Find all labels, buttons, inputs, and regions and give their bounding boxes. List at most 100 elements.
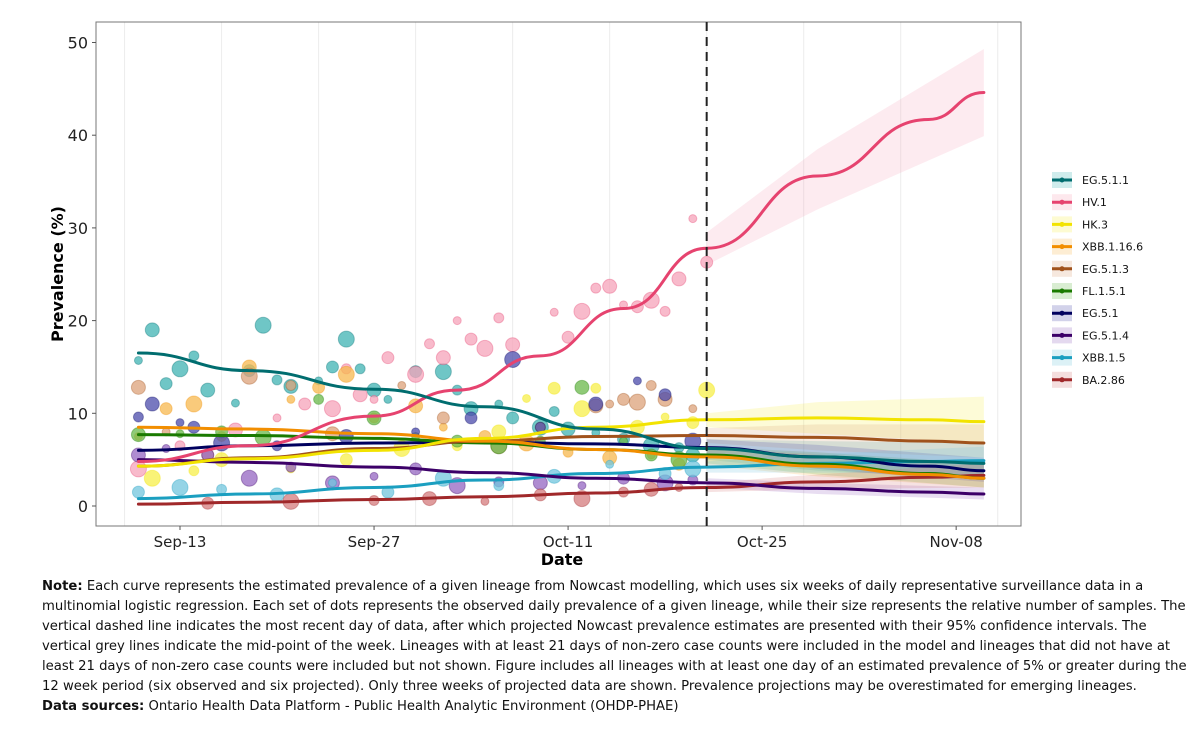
data-point (605, 459, 615, 469)
prevalence-chart: 0 10 20 30 40 50 Sep-13 Sep-27 Oct-11 Oct-25 Nov-… (48, 21, 1143, 569)
y-tick-label: 30 (68, 219, 88, 238)
data-point (423, 338, 435, 350)
data-point (549, 307, 559, 317)
data-point (645, 379, 657, 391)
data-point (240, 367, 258, 385)
data-point (617, 392, 631, 406)
data-point (369, 471, 379, 481)
legend-key-dot (1059, 377, 1065, 383)
data-point (590, 282, 602, 294)
data-point (688, 214, 698, 224)
x-axis-title: Date (541, 550, 584, 569)
legend-key-dot (1059, 221, 1065, 227)
data-point (240, 469, 258, 487)
data-point (505, 337, 521, 353)
data-point (354, 363, 366, 375)
data-point (271, 374, 283, 386)
data-point (131, 485, 145, 499)
curve-xbb-1-5 (136, 459, 986, 501)
data-point (506, 411, 520, 425)
legend-item: EG.5.1.3 (1052, 260, 1129, 277)
legend-item: XBB.1.5 (1052, 349, 1126, 366)
data-point (573, 400, 591, 418)
data-point (561, 330, 575, 344)
legend-label: FL.1.5.1 (1082, 285, 1126, 298)
data-point (480, 496, 490, 506)
data-point (493, 312, 505, 324)
legend-key-dot (1059, 177, 1065, 183)
data-point (588, 396, 604, 412)
data-point (337, 330, 355, 348)
x-tick-label: Sep-13 (154, 533, 207, 551)
data-sources-text: Ontario Health Data Platform - Public He… (144, 699, 679, 714)
data-point (130, 379, 146, 395)
data-point (159, 402, 173, 416)
legend-label: EG.5.1.4 (1082, 329, 1129, 342)
x-tick-label: Oct-25 (737, 533, 787, 551)
data-point (628, 393, 646, 411)
data-point (397, 380, 407, 390)
legend: EG.5.1.1 HV.1 HK.3 XBB.1.16.6 EG.5.1.3 FL.1.5… (1052, 172, 1143, 388)
data-point (327, 478, 337, 488)
legend-key-dot (1059, 288, 1065, 294)
data-point (632, 376, 642, 386)
data-point (435, 350, 451, 366)
y-tick-label: 10 (68, 404, 88, 423)
legend-key-dot (1059, 244, 1065, 250)
data-point (642, 291, 660, 309)
data-point (286, 394, 296, 404)
legend-key-dot (1059, 266, 1065, 272)
legend-label: BA.2.86 (1082, 374, 1125, 387)
data-point (464, 411, 478, 425)
data-point (658, 388, 672, 402)
y-axis-title: Prevalence (%) (48, 206, 67, 342)
x-axis: Sep-13 Sep-27 Oct-11 Oct-25 Nov-08 (154, 526, 983, 551)
confidence-intervals (124, 22, 999, 526)
data-point (144, 322, 160, 338)
data-point (337, 365, 355, 383)
data-point (254, 316, 272, 334)
data-point (688, 404, 698, 414)
legend-item: FL.1.5.1 (1052, 283, 1126, 299)
data-point (285, 379, 297, 391)
data-point (577, 481, 587, 491)
x-tick-label: Nov-08 (929, 533, 982, 551)
data-point (573, 302, 591, 320)
legend-item: HK.3 (1052, 216, 1108, 233)
data-point (436, 411, 450, 425)
data-sources-label: Data sources: (42, 699, 145, 714)
data-point (254, 428, 272, 446)
data-point (686, 416, 700, 430)
data-point (574, 379, 590, 395)
legend-label: XBB.1.5 (1082, 352, 1126, 365)
data-point (383, 394, 393, 404)
ci-band-eg-5-1-3 (706, 424, 984, 458)
data-point (188, 465, 200, 477)
data-point (476, 339, 494, 357)
data-point (381, 351, 395, 365)
data-point (464, 332, 478, 346)
curve-eg-5-1 (136, 440, 986, 473)
legend-label: XBB.1.16.6 (1082, 241, 1143, 254)
data-point (171, 478, 189, 496)
observed-points (129, 214, 716, 510)
curve-xbb-1-16-6 (136, 425, 986, 480)
plot-border (95, 21, 1022, 527)
data-point (590, 382, 602, 394)
data-point (175, 418, 185, 428)
legend-key-dot (1059, 332, 1065, 338)
curve-hv-1 (136, 91, 986, 464)
data-point (547, 381, 561, 395)
nowcast-curves (136, 91, 986, 506)
data-point (369, 394, 379, 404)
legend-item: EG.5.1.1 (1052, 172, 1129, 188)
data-point (298, 397, 312, 411)
legend-label: HK.3 (1082, 218, 1108, 231)
legend-label: HV.1 (1082, 196, 1107, 209)
data-point (159, 377, 173, 391)
data-point (200, 382, 216, 398)
legend-item: EG.5.1.4 (1052, 327, 1129, 344)
note-text: Each curve represents the estimated prev… (42, 579, 1187, 694)
y-tick-label: 50 (68, 34, 88, 53)
data-point (493, 480, 505, 492)
